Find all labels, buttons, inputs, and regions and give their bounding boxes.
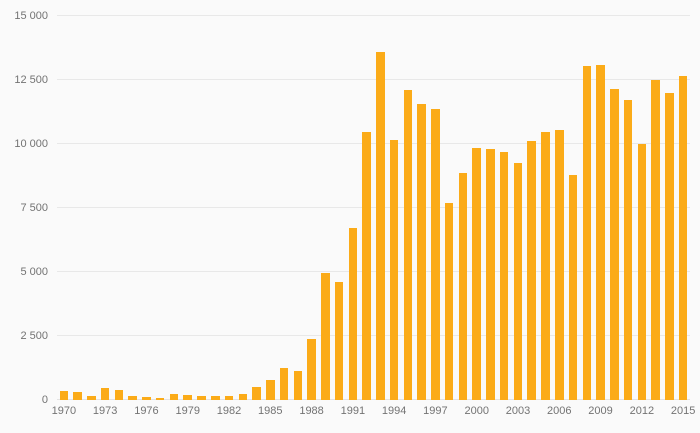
x-tick-label: 1991 [340, 405, 366, 417]
bar-2014[interactable] [665, 92, 674, 400]
bar-1995[interactable] [403, 90, 413, 400]
bar-1991[interactable] [348, 228, 358, 400]
bar-1972[interactable] [87, 396, 96, 400]
gridline [57, 207, 690, 208]
bar-2015[interactable] [678, 76, 688, 400]
bar-1971[interactable] [73, 392, 82, 400]
y-tick-label: 5 000 [20, 266, 48, 278]
bar-1986[interactable] [279, 368, 289, 400]
bar-1977[interactable] [155, 398, 165, 400]
bar-1982[interactable] [224, 395, 234, 400]
bar-2013[interactable] [651, 80, 660, 400]
x-tick-label: 2015 [670, 405, 696, 417]
x-tick-label: 1997 [423, 405, 448, 417]
gridline [57, 79, 690, 80]
bar-1979[interactable] [183, 394, 192, 400]
bar-1973[interactable] [100, 388, 110, 400]
bar-1997[interactable] [431, 109, 440, 400]
bar-1999[interactable] [458, 173, 468, 400]
bar-1984[interactable] [252, 387, 261, 400]
x-tick-label: 2003 [505, 405, 531, 417]
bar-2000[interactable] [472, 147, 481, 400]
y-tick-label: 12 500 [14, 74, 48, 86]
bar-1987[interactable] [293, 370, 303, 400]
gridline [57, 271, 690, 272]
bar-2010[interactable] [610, 88, 619, 400]
bar-2001[interactable] [486, 149, 495, 400]
x-tick-label: 2009 [588, 405, 613, 417]
y-tick-label: 2 500 [20, 330, 48, 342]
bar-1998[interactable] [444, 202, 454, 400]
x-tick-label: 2012 [629, 405, 655, 417]
y-tick-label: 10 000 [14, 138, 48, 150]
bar-1994[interactable] [389, 140, 399, 400]
x-tick-label: 1994 [381, 405, 407, 417]
bar-2005[interactable] [541, 132, 550, 400]
bar-1983[interactable] [238, 393, 248, 400]
bar-2011[interactable] [623, 100, 633, 400]
bar-2006[interactable] [555, 129, 564, 400]
bar-2009[interactable] [596, 64, 605, 400]
x-tick-label: 1976 [134, 405, 159, 417]
x-tick-label: 2000 [464, 405, 489, 417]
x-tick-label: 1985 [258, 405, 283, 417]
y-tick-label: 15 000 [14, 10, 48, 22]
x-tick-label: 2006 [547, 405, 572, 417]
bar-1976[interactable] [142, 397, 151, 400]
bar-2002[interactable] [499, 151, 509, 400]
bar-1975[interactable] [128, 396, 137, 400]
bar-1989[interactable] [321, 273, 330, 400]
gridline [57, 15, 690, 16]
bar-1970[interactable] [59, 391, 69, 400]
gridline [57, 335, 690, 336]
x-axis: 1970 1973 1976 1979 1982 1985 1988 1991 1994 1997… [52, 404, 696, 420]
x-tick-label: 1970 [51, 405, 77, 417]
bar-1978[interactable] [169, 393, 179, 400]
y-axis: 0 2 500 5 000 7 500 10 000 12 500 15 000 [0, 10, 48, 406]
gridline [57, 143, 690, 144]
bar-1993[interactable] [376, 51, 385, 400]
bar-1988[interactable] [307, 338, 316, 400]
bar-1990[interactable] [334, 282, 344, 400]
bar-1980[interactable] [197, 395, 206, 400]
bar-2007[interactable] [568, 174, 578, 400]
plot-area [57, 15, 690, 400]
bar-2004[interactable] [527, 141, 536, 400]
x-tick-label: 1973 [92, 405, 118, 417]
bar-2003[interactable] [513, 163, 523, 400]
bar-2008[interactable] [582, 65, 592, 400]
x-tick-label: 1979 [175, 405, 200, 417]
bar-1981[interactable] [210, 396, 220, 400]
bar-1985[interactable] [266, 379, 275, 400]
baseline [57, 399, 690, 400]
y-tick-label: 0 [41, 394, 48, 406]
bar-2012[interactable] [637, 144, 647, 400]
bar-1992[interactable] [362, 132, 371, 400]
y-tick-label: 7 500 [20, 202, 48, 214]
bar-1996[interactable] [417, 104, 426, 400]
x-tick-label: 1988 [299, 405, 324, 417]
x-tick-label: 1982 [216, 405, 242, 417]
bar-1974[interactable] [114, 389, 124, 400]
